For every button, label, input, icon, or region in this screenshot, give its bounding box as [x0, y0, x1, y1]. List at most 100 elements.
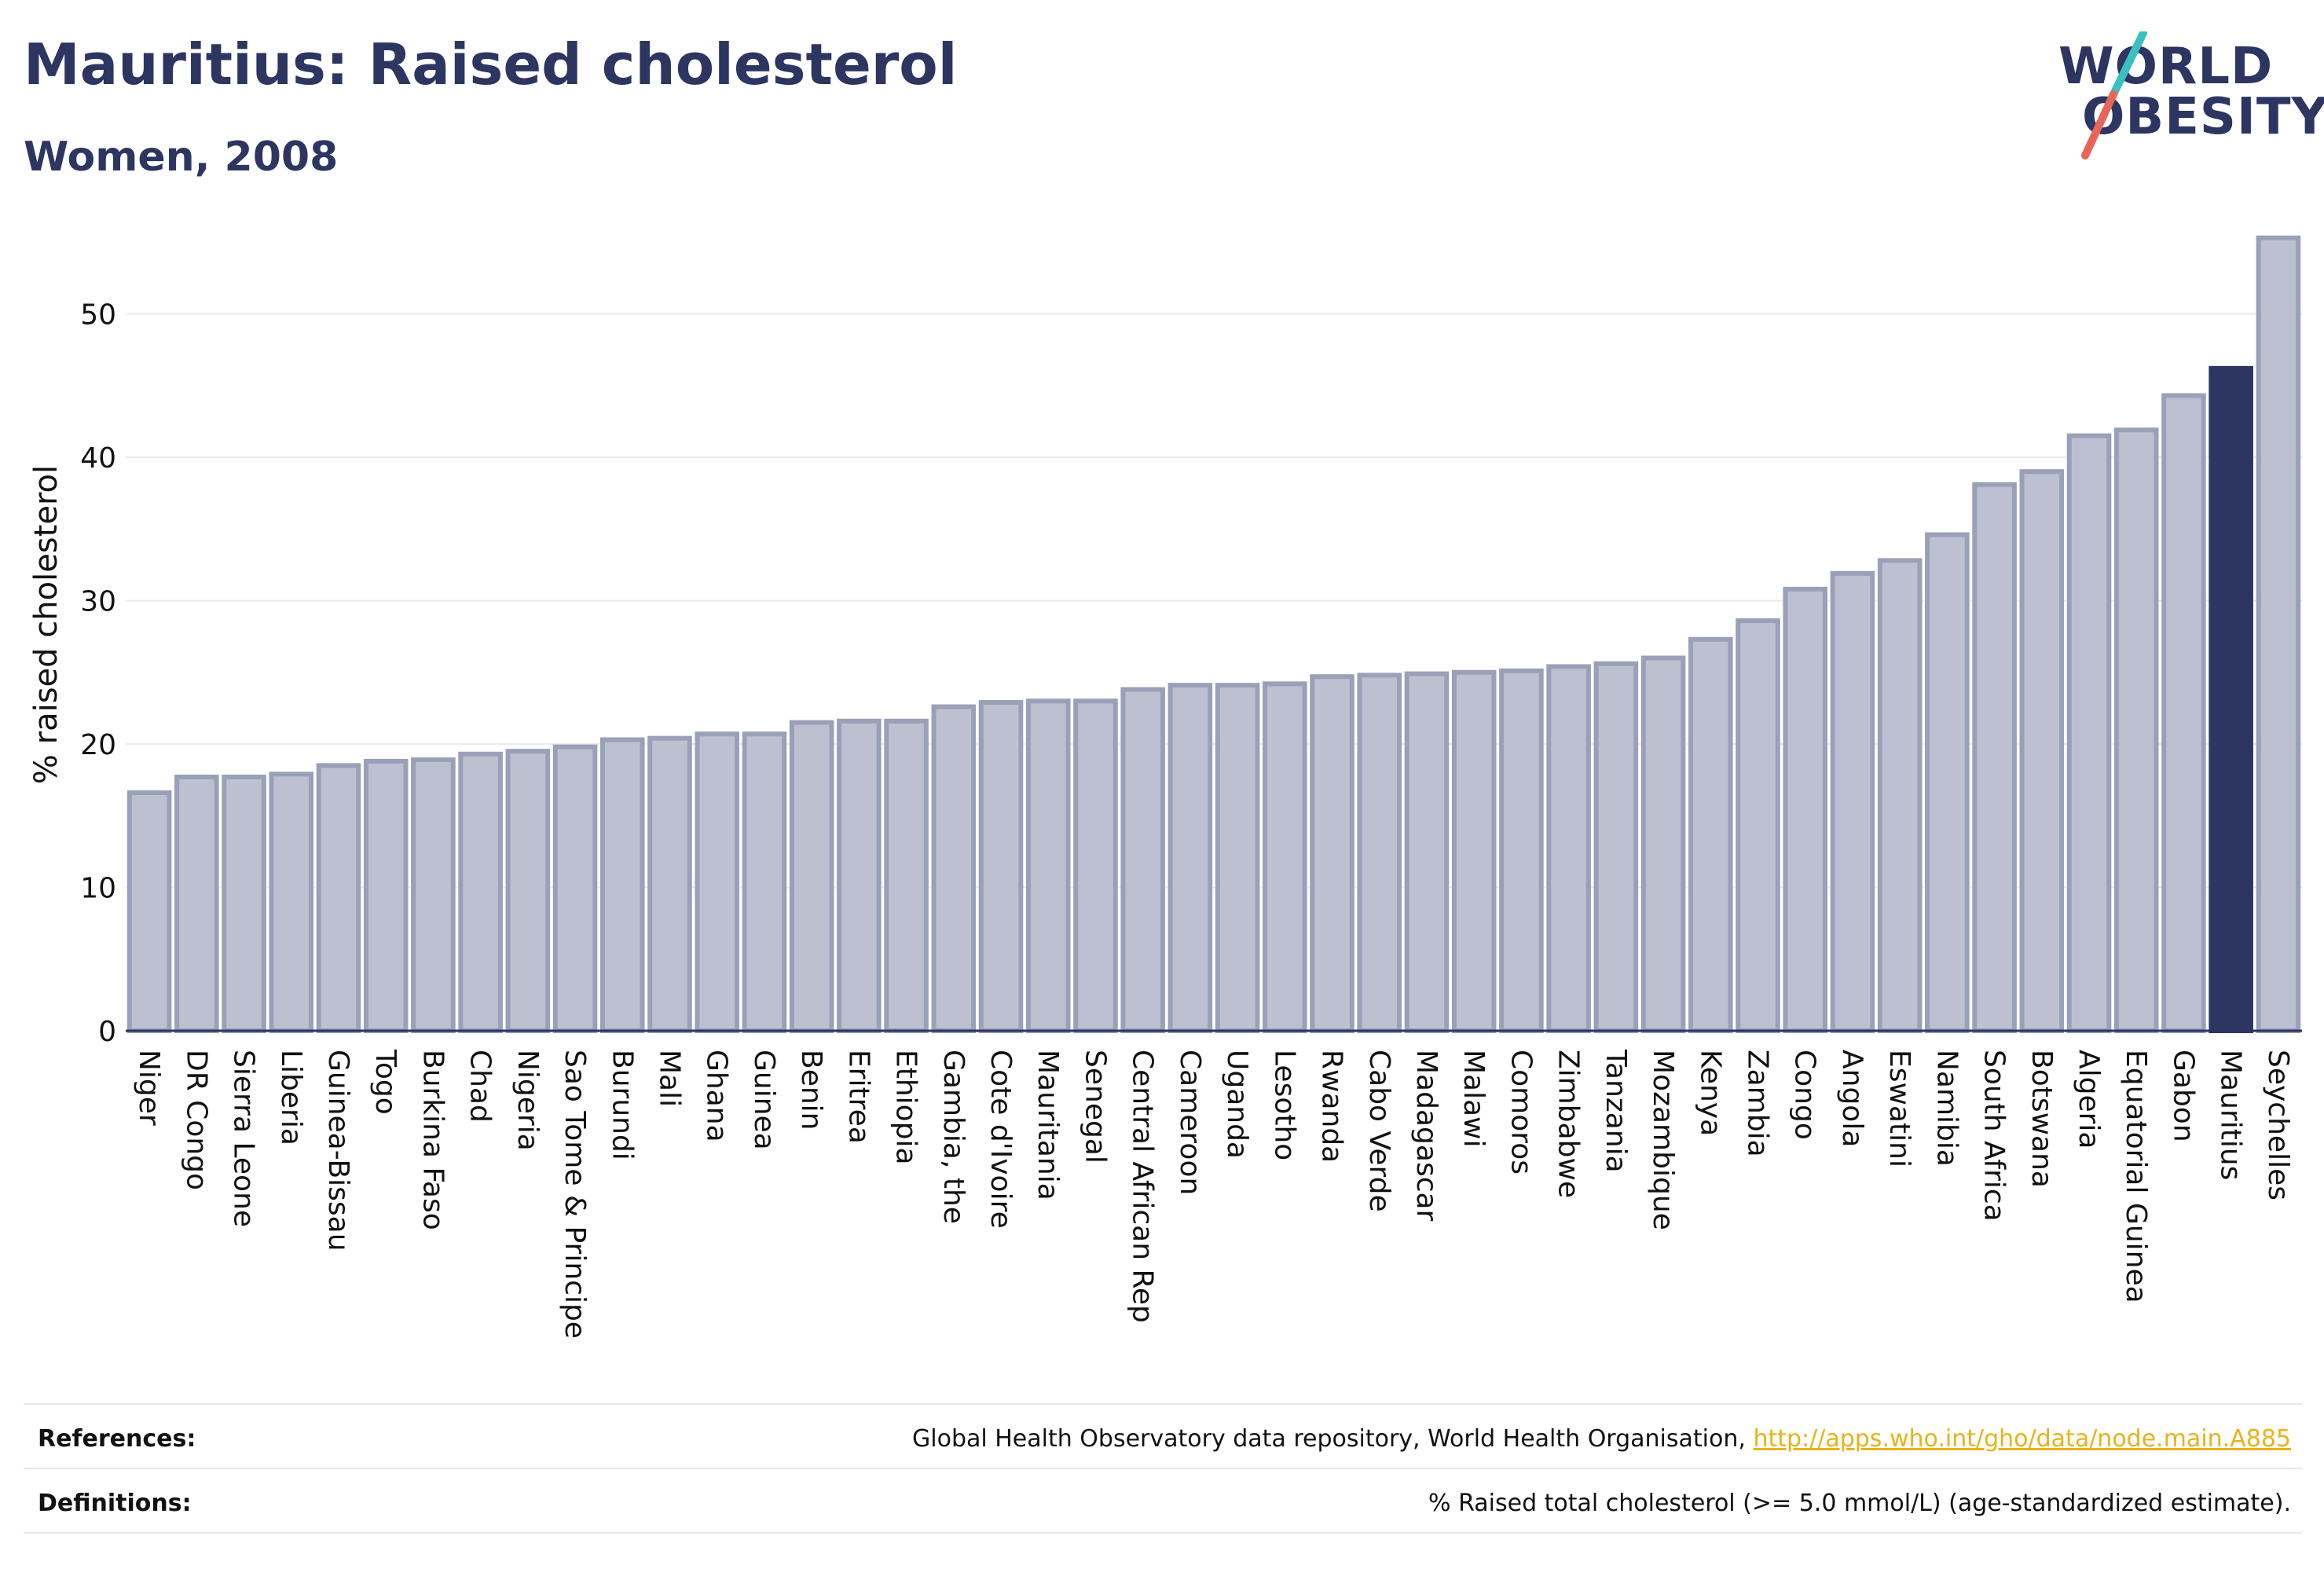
y-tick-label: 30 [80, 586, 116, 618]
bar-togo [363, 758, 409, 1034]
bar-algeria [2066, 433, 2112, 1033]
bar-niger [126, 790, 172, 1033]
bar-liberia [269, 772, 314, 1033]
x-tick-label: Gabon [2167, 1050, 2199, 1142]
bar-burkina-faso [411, 757, 456, 1033]
bar-tanzania [1593, 661, 1639, 1033]
bar-mozambique [1640, 655, 1686, 1033]
bar-botswana [2019, 469, 2065, 1033]
x-tick-label: Chad [464, 1050, 497, 1123]
x-tick-label: Angola [1836, 1050, 1868, 1147]
chart-subtitle: Women, 2008 [24, 134, 339, 181]
x-tick-label: Seychelles [2262, 1050, 2294, 1200]
bar-central-african-rep [1120, 687, 1165, 1034]
x-tick-label: South Africa [1978, 1050, 2011, 1222]
y-axis-label: % raised cholesterol [28, 465, 64, 784]
bar-sierra-leone [222, 774, 266, 1033]
x-tick-label: Mauritius [2215, 1050, 2247, 1180]
x-tick-label: Equatorial Guinea [2120, 1050, 2152, 1303]
x-tick-label: Sierra Leone [228, 1050, 260, 1227]
bar-namibia [1925, 532, 1970, 1033]
x-tick-label: Botswana [2025, 1050, 2058, 1188]
x-tick-label: Guinea-Bissau [322, 1050, 354, 1252]
bar-chad [458, 751, 503, 1034]
bar-sao-tome-principe [552, 744, 598, 1034]
bar-mali [647, 735, 692, 1033]
bar-cote-d-ivoire [978, 700, 1024, 1033]
x-tick-label: Zimbabwe [1552, 1050, 1585, 1198]
x-tick-label: Benin [795, 1050, 827, 1130]
bar-cameroon [1167, 683, 1213, 1033]
bar-dr-congo [174, 774, 219, 1033]
bar-malawi [1451, 669, 1497, 1033]
bar-guinea [742, 731, 787, 1033]
bar-eswatini [1877, 558, 1923, 1033]
x-tick-label: Madagascar [1410, 1050, 1442, 1222]
bar-mauritius [2209, 365, 2253, 1034]
x-tick-label: Algeria [2073, 1050, 2105, 1149]
references-value: Global Health Observatory data repositor… [912, 1425, 2291, 1453]
x-tick-label: Cote d'Ivoire [984, 1050, 1017, 1229]
references-link[interactable]: http://apps.who.int/gho/data/node.main.A… [1753, 1425, 2291, 1453]
bar-rwanda [1310, 674, 1354, 1033]
references-text: Global Health Observatory data repositor… [912, 1425, 1754, 1453]
x-tick-label: Eritrea [842, 1050, 874, 1144]
x-tick-label: Cameroon [1174, 1050, 1206, 1195]
x-tick-label: Tanzania [1600, 1049, 1632, 1173]
bar-equatorial-guinea [2113, 427, 2159, 1033]
bar-guinea-bissau [316, 763, 361, 1033]
x-tick-label: Togo [369, 1049, 401, 1115]
x-tick-label: Ghana [701, 1050, 733, 1142]
x-tick-label: Burundi [606, 1050, 638, 1160]
x-tick-label: Senegal [1079, 1050, 1111, 1164]
bar-gabon [2161, 393, 2206, 1033]
bar-zimbabwe [1546, 664, 1591, 1033]
footer-divider-top [24, 1403, 2302, 1405]
bar-comoros [1499, 668, 1544, 1033]
x-tick-label: Mozambique [1647, 1050, 1679, 1230]
x-tick-label: Mauritania [1032, 1050, 1064, 1200]
x-tick-label: Namibia [1930, 1050, 1963, 1167]
x-tick-label: Cabo Verde [1363, 1050, 1395, 1212]
x-tick-label: Mali [654, 1050, 686, 1107]
x-tick-label: Rwanda [1316, 1050, 1348, 1163]
world-obesity-logo: WORLD OBESITY [2051, 31, 2324, 173]
footer-divider-middle [24, 1468, 2302, 1469]
bar-nigeria [505, 749, 551, 1033]
bar-kenya [1688, 636, 1733, 1034]
bar-seychelles [2256, 235, 2301, 1033]
bar-eritrea [837, 718, 882, 1033]
y-tick-label: 0 [98, 1016, 116, 1048]
x-tick-label: Congo [1789, 1050, 1821, 1140]
bar-mauritania [1025, 698, 1071, 1033]
x-tick-label: Comoros [1505, 1050, 1537, 1175]
bars [126, 235, 2301, 1034]
x-tick-label: Kenya [1694, 1050, 1726, 1136]
x-tick-label: Gambia, the [937, 1050, 970, 1224]
x-tick-label: Eswatini [1883, 1050, 1915, 1167]
x-tick-label: Uganda [1221, 1050, 1253, 1159]
x-tick-label: Niger [133, 1050, 165, 1126]
x-tick-label: Ethiopia [890, 1050, 922, 1165]
bar-gambia-the [931, 704, 977, 1033]
x-tick-label: Zambia [1742, 1050, 1774, 1157]
logo-line-2: OBESITY [2082, 88, 2324, 146]
bar-lesotho [1263, 681, 1307, 1033]
bar-south-africa [1972, 482, 2017, 1033]
definitions-value: % Raised total cholesterol (>= 5.0 mmol/… [1428, 1490, 2291, 1517]
y-tick-label: 20 [80, 729, 116, 761]
x-tick-label: Guinea [748, 1050, 780, 1150]
bar-cabo-verde [1357, 673, 1402, 1034]
bar-burundi [599, 737, 645, 1034]
bar-uganda [1215, 683, 1260, 1033]
bar-benin [789, 720, 834, 1033]
logo-slash-icon [2081, 31, 2147, 159]
x-tick-label: Malawi [1457, 1050, 1490, 1148]
bar-ethiopia [884, 718, 929, 1033]
y-tick-labels: 0 10 20 30 40 50 [80, 299, 116, 1049]
x-tick-label: Lesotho [1268, 1050, 1300, 1160]
x-tick-label: Sao Tome & Principe [559, 1050, 591, 1339]
logo-line-1: WORLD [2058, 38, 2274, 96]
bar-ghana [695, 731, 740, 1033]
x-tick-label: Liberia [275, 1050, 307, 1145]
